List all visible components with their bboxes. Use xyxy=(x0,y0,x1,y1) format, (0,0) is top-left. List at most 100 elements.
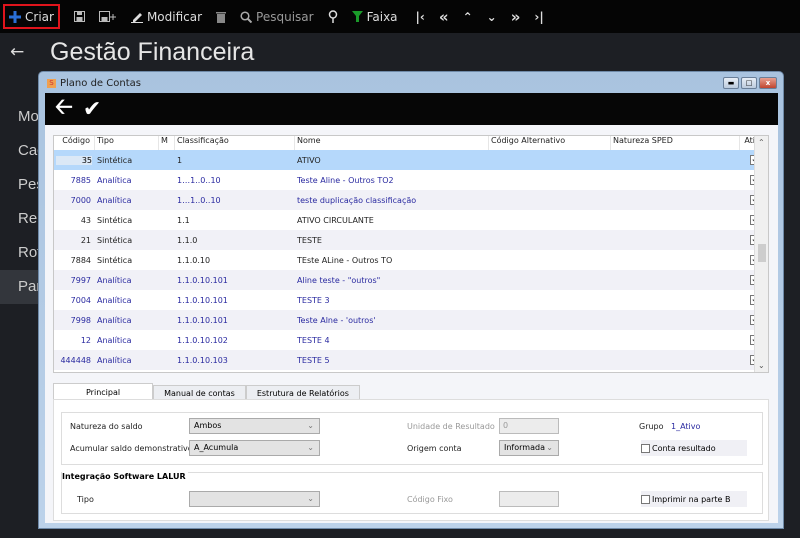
cell-tipo: Analítica xyxy=(97,295,132,305)
tab-manual-de-contas[interactable]: Manual de contas xyxy=(153,385,246,401)
natureza-label: Natureza do saldo xyxy=(70,422,143,431)
cell-nome: TESTE xyxy=(297,235,322,245)
sidebar-item-selected[interactable]: Par xyxy=(0,270,40,304)
column-header[interactable]: Código xyxy=(54,136,95,150)
codigo-fixo-label: Código Fixo xyxy=(407,495,453,504)
page-title: Gestão Financeira xyxy=(50,38,255,66)
save-new-button[interactable] xyxy=(98,11,117,22)
table-row[interactable]: 7997 Analítica 1.1.0.10.101 Aline teste - "… xyxy=(54,270,768,290)
sidebar-item[interactable]: Pes xyxy=(18,176,40,193)
dialog-title: Plano de Contas xyxy=(60,77,141,89)
criar-label: Criar xyxy=(25,9,54,24)
cell-tipo: Analítica xyxy=(97,335,132,345)
chevron-up-icon: ⌃ xyxy=(462,9,473,24)
cell-codigo xyxy=(54,155,95,165)
location-button[interactable] xyxy=(328,10,338,23)
sidebar-item[interactable]: Mo xyxy=(18,108,39,125)
cell-classificacao: 1.1.0.10.103 xyxy=(177,355,228,365)
conta-resultado-label: Conta resultado xyxy=(652,443,716,453)
next-page-button[interactable]: » xyxy=(511,8,521,26)
next-button[interactable]: ⌄ xyxy=(487,10,497,24)
natureza-select[interactable]: Ambos ⌄ xyxy=(189,418,320,434)
back-arrow-icon[interactable]: 🡠 xyxy=(55,95,73,120)
minimize-button[interactable]: ▬ xyxy=(723,77,739,89)
sidebar-item[interactable]: Cad xyxy=(18,142,40,159)
table-row[interactable]: 7884 Sintética 1.1.0.10 TEste ALine - Outro… xyxy=(54,250,768,270)
column-header[interactable]: Código Alternativo xyxy=(489,136,611,150)
cell-nome: ATIVO CIRCULANTE xyxy=(297,215,374,225)
tab-principal[interactable]: Principal xyxy=(53,383,154,401)
sidebar: Mo Cad Pes Rel Rot Par xyxy=(0,100,40,304)
modificar-button[interactable]: Modificar xyxy=(130,10,202,24)
cell-classificacao: 1 xyxy=(177,155,183,165)
scroll-thumb[interactable] xyxy=(758,244,766,262)
double-chevron-right-icon: » xyxy=(510,7,521,26)
cell-nome: teste duplicação classificação xyxy=(297,195,417,205)
cell-nome: Aline teste - "outros" xyxy=(297,275,381,285)
origem-select[interactable]: Informada ⌄ xyxy=(499,440,559,456)
save-plus-icon xyxy=(98,11,116,22)
lalur-group-title: Integração Software LALUR xyxy=(62,472,188,481)
tab-estrutura-de-relatorios[interactable]: Estrutura de Relatórios xyxy=(245,385,360,401)
vertical-scrollbar[interactable]: ⌃ ⌄ xyxy=(754,136,768,372)
save-icon xyxy=(73,11,85,22)
cell-tipo: Analítica xyxy=(97,175,132,185)
accounts-grid: Código Tipo M Classificação Nome Código Alter… xyxy=(53,135,769,373)
faixa-button[interactable]: Faixa xyxy=(351,10,398,24)
checkmark-icon[interactable]: ✔ xyxy=(82,96,102,122)
cell-tipo: Sintética xyxy=(97,235,133,245)
cell-nome: Teste Alne - 'outros' xyxy=(297,315,376,325)
prev-page-button[interactable]: « xyxy=(439,8,449,26)
criar-button[interactable]: Criar xyxy=(3,4,60,29)
column-header[interactable]: M xyxy=(159,136,175,150)
codigo-edit-input[interactable] xyxy=(56,155,92,165)
acumular-label: Acumular saldo demonstrativo xyxy=(70,444,193,453)
table-row[interactable]: 7000 Analítica 1…1..0..10 teste duplicação … xyxy=(54,190,768,210)
column-header[interactable]: Classificação xyxy=(175,136,295,150)
close-button[interactable]: x xyxy=(759,77,777,89)
grupo-value[interactable]: 1_Ativo xyxy=(671,422,701,431)
cell-nome: TESTE 4 xyxy=(297,335,330,345)
unidade-input[interactable]: 0 xyxy=(499,418,559,434)
last-record-button[interactable]: ›| xyxy=(534,10,543,24)
delete-button[interactable] xyxy=(216,11,227,23)
save-button[interactable] xyxy=(73,11,85,22)
double-chevron-left-icon: « xyxy=(438,7,449,26)
column-header[interactable]: Tipo xyxy=(95,136,159,150)
saldo-group: Natureza do saldo Ambos ⌄ Acumular saldo … xyxy=(61,412,763,465)
column-header[interactable]: Nome xyxy=(295,136,489,150)
scroll-down-icon[interactable]: ⌄ xyxy=(758,361,765,370)
sidebar-item[interactable]: Rot xyxy=(18,244,40,261)
column-header[interactable]: Natureza SPED xyxy=(611,136,740,150)
maximize-button[interactable]: □ xyxy=(741,77,757,89)
table-row[interactable]: 7885 Analítica 1…1..0..10 Teste Aline - Out… xyxy=(54,170,768,190)
imprimir-parte-b-checkbox[interactable]: Imprimir na parte B xyxy=(641,491,747,507)
tipo-label: Tipo xyxy=(77,495,94,504)
conta-resultado-checkbox[interactable]: Conta resultado xyxy=(641,440,747,456)
cell-classificacao: 1.1.0.10 xyxy=(177,255,211,265)
cell-tipo: Analítica xyxy=(97,355,132,365)
trash-icon xyxy=(216,11,227,23)
cell-classificacao: 1.1.0.10.101 xyxy=(177,275,228,285)
pesquisar-button[interactable]: Pesquisar xyxy=(240,10,314,24)
back-arrow-icon[interactable]: ← xyxy=(10,42,25,62)
previous-button[interactable]: ⌃ xyxy=(463,10,473,24)
cell-codigo: 43 xyxy=(80,215,91,225)
search-icon xyxy=(240,10,253,23)
cell-codigo: 7885 xyxy=(70,175,91,185)
first-record-button[interactable]: |‹ xyxy=(416,10,425,24)
grid-header: Código Tipo M Classificação Nome Código Alter… xyxy=(54,136,768,150)
table-row[interactable]: 7998 Analítica 1.1.0.10.101 Teste Alne - 'o… xyxy=(54,310,768,330)
acumular-select[interactable]: A_Acumula ⌄ xyxy=(189,440,320,456)
sidebar-item[interactable]: Rel xyxy=(18,210,40,227)
tipo-select[interactable]: ⌄ xyxy=(189,491,320,507)
grupo-label: Grupo xyxy=(639,422,664,431)
codigo-fixo-input[interactable] xyxy=(499,491,559,507)
scroll-up-icon[interactable]: ⌃ xyxy=(758,138,765,147)
